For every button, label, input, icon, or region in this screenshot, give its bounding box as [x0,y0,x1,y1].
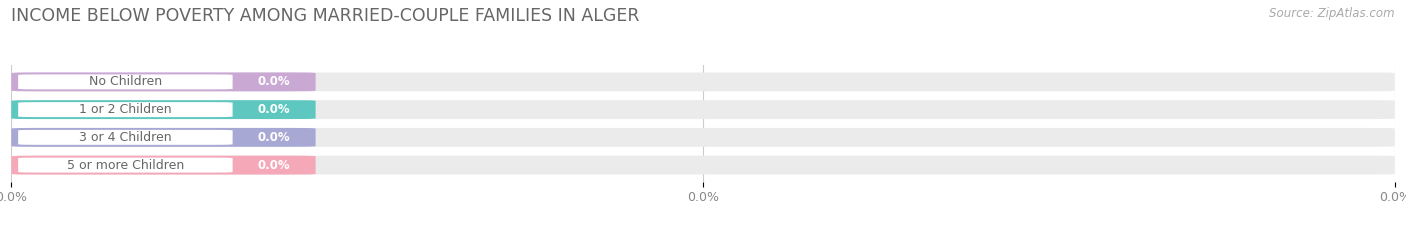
Text: No Children: No Children [89,75,162,88]
FancyBboxPatch shape [11,156,315,175]
Text: 0.0%: 0.0% [257,75,291,88]
Text: 0.0%: 0.0% [257,131,291,144]
FancyBboxPatch shape [11,128,315,147]
FancyBboxPatch shape [11,100,1395,119]
FancyBboxPatch shape [18,130,232,145]
Text: Source: ZipAtlas.com: Source: ZipAtlas.com [1270,7,1395,20]
Text: 1 or 2 Children: 1 or 2 Children [79,103,172,116]
FancyBboxPatch shape [11,72,1395,91]
Text: 0.0%: 0.0% [257,159,291,171]
FancyBboxPatch shape [11,100,315,119]
FancyBboxPatch shape [18,74,232,89]
FancyBboxPatch shape [11,72,315,91]
FancyBboxPatch shape [11,156,1395,175]
Text: INCOME BELOW POVERTY AMONG MARRIED-COUPLE FAMILIES IN ALGER: INCOME BELOW POVERTY AMONG MARRIED-COUPL… [11,7,640,25]
Text: 3 or 4 Children: 3 or 4 Children [79,131,172,144]
FancyBboxPatch shape [11,128,1395,147]
FancyBboxPatch shape [18,158,232,173]
Text: 5 or more Children: 5 or more Children [66,159,184,171]
Text: 0.0%: 0.0% [257,103,291,116]
FancyBboxPatch shape [18,102,232,117]
